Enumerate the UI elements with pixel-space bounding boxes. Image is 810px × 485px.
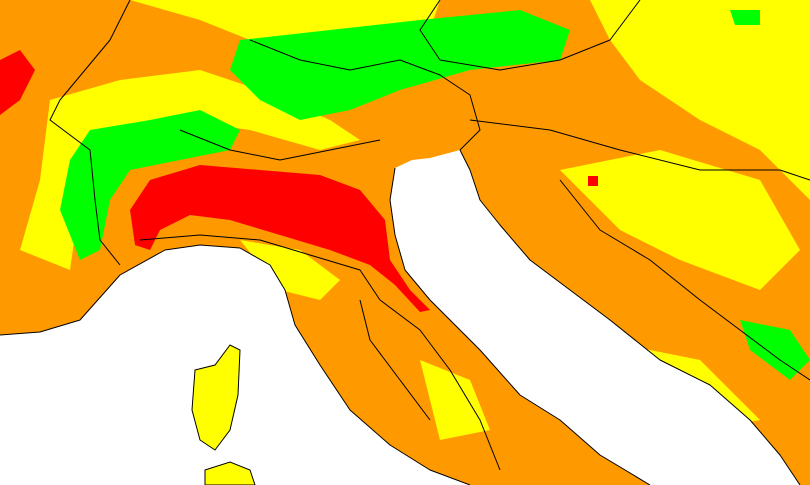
- border: [179, 129, 381, 161]
- zone: [590, 0, 810, 200]
- border: [139, 234, 501, 471]
- zone: [420, 360, 490, 440]
- islands: [191, 344, 256, 485]
- corsica: [191, 344, 241, 451]
- border: [419, 0, 641, 71]
- sardinia: [204, 461, 256, 485]
- coast: [389, 167, 651, 485]
- zone: [730, 10, 760, 25]
- zone: [60, 110, 240, 260]
- border: [359, 299, 431, 421]
- border: [469, 119, 810, 181]
- zone: [240, 240, 340, 300]
- zone: [740, 320, 810, 380]
- zone: [0, 50, 35, 115]
- green-zones: [60, 10, 810, 380]
- zone: [560, 150, 800, 290]
- coast: [0, 244, 471, 485]
- zone: [588, 176, 598, 186]
- coast: [459, 149, 801, 485]
- border: [559, 179, 810, 381]
- zone: [230, 10, 570, 120]
- zone: [20, 70, 360, 270]
- adriatic: [390, 150, 800, 485]
- border: [49, 0, 131, 266]
- red-zones: [0, 50, 598, 312]
- zone: [130, 165, 430, 312]
- border: [249, 39, 481, 151]
